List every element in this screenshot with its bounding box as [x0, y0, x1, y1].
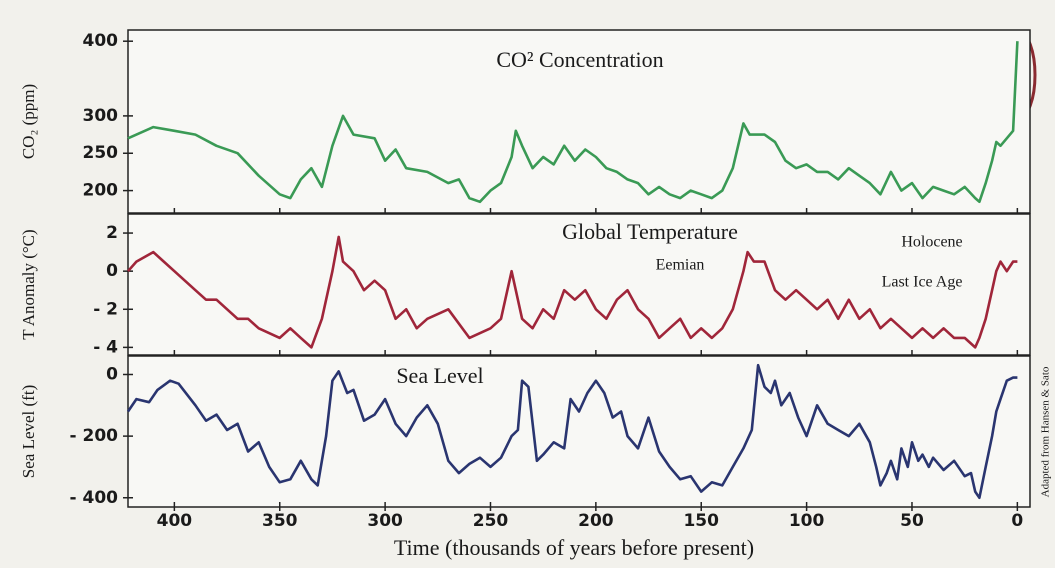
panel: [127, 29, 1031, 214]
y-tick-label: 250: [83, 143, 119, 163]
panel: [127, 213, 1031, 356]
source: Adapted from Hansen & Sato: [1040, 366, 1052, 497]
y-tick-label: - 2: [93, 299, 118, 319]
data-line: [127, 235, 1018, 349]
x-tick-label: 150: [683, 511, 719, 531]
y-tick-label: 400: [83, 31, 119, 51]
annotation: Holocene: [901, 234, 962, 251]
y-tick-label: 0: [106, 364, 118, 384]
panel-title: Sea Level: [396, 363, 483, 388]
x-tick-label: 400: [157, 511, 193, 531]
x-tick-label: 50: [900, 511, 924, 531]
x-tick-label: 250: [473, 511, 509, 531]
x-tick-label: 0: [1011, 511, 1023, 531]
y-axis-label: CO₂ (ppm): [19, 84, 38, 159]
x-tick-label: 100: [789, 511, 825, 531]
y-tick-label: 200: [83, 181, 119, 201]
data-line: [127, 41, 1019, 204]
annotation: Last Ice Age: [882, 274, 963, 291]
y-tick-label: 2: [106, 223, 118, 243]
x-tick-label: 200: [578, 511, 614, 531]
panel-title: Global Temperature: [562, 219, 738, 244]
annotation: Eemian: [656, 257, 705, 274]
data-line: [126, 363, 1018, 500]
y-tick-label: - 200: [70, 426, 119, 446]
y-tick-label: - 4: [93, 337, 118, 357]
y-axis-label: Sea Level (ft): [19, 385, 38, 478]
panel-title: CO² Concentration: [496, 47, 663, 72]
y-axis-label: T Anomaly (°C): [19, 229, 38, 339]
panel: [127, 355, 1031, 508]
y-tick-label: 300: [83, 106, 119, 126]
y-tick-label: 0: [106, 261, 118, 281]
x-tick-label: 350: [262, 511, 298, 531]
y-tick-label: - 400: [70, 488, 119, 508]
x-axis-label: Time (thousands of years before present): [394, 535, 754, 560]
x-tick-label: 300: [367, 511, 403, 531]
